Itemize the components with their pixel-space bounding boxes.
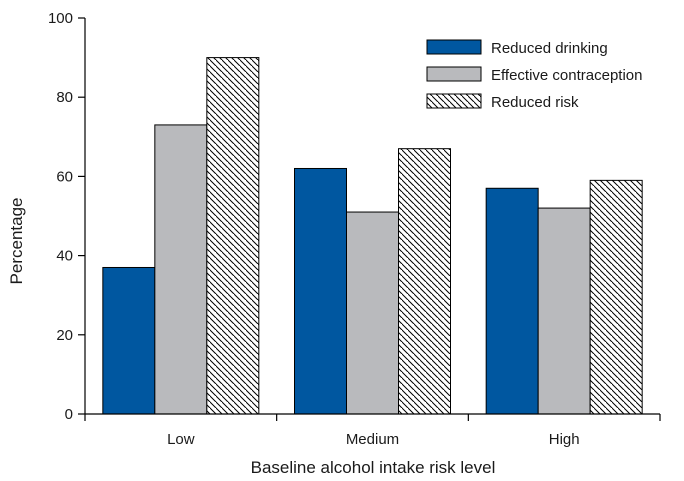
y-tick-label: 0 bbox=[65, 406, 73, 423]
legend-swatch bbox=[426, 39, 482, 55]
legend-label: Effective contraception bbox=[491, 67, 642, 84]
y-tick-label: 20 bbox=[56, 327, 73, 344]
bar-medium-reduced-drinking bbox=[294, 167, 347, 415]
bars-layer bbox=[102, 57, 643, 415]
bar-high-effective-contraception bbox=[537, 207, 591, 415]
y-tick-label: 80 bbox=[56, 89, 73, 106]
legend: Reduced drinking Effective contraception R… bbox=[426, 39, 642, 111]
bar-low-effective-contraception bbox=[154, 124, 208, 415]
legend-label: Reduced drinking bbox=[491, 40, 608, 57]
x-tick-label: Medium bbox=[346, 431, 399, 448]
x-tick-label: High bbox=[549, 431, 580, 448]
bar-low-reduced-risk bbox=[206, 57, 260, 415]
y-tick-label: 60 bbox=[56, 168, 73, 185]
bar-high-reduced-drinking bbox=[485, 187, 539, 415]
x-axis-title: Baseline alcohol intake risk level bbox=[251, 458, 496, 477]
legend-label: Reduced risk bbox=[491, 94, 579, 111]
bar-low-reduced-drinking bbox=[102, 266, 156, 415]
y-tick-label: 40 bbox=[56, 248, 73, 265]
legend-swatch bbox=[426, 93, 482, 109]
legend-swatch bbox=[426, 66, 482, 82]
bar-medium-reduced-risk bbox=[398, 148, 451, 415]
bar-high-reduced-risk bbox=[589, 179, 643, 415]
y-axis-title: Percentage bbox=[7, 198, 26, 285]
bar-medium-effective-contraception bbox=[346, 211, 399, 415]
y-tick-label: 100 bbox=[48, 10, 73, 27]
axes-layer: 0 20 40 60 80 100 Low Medium High bbox=[48, 10, 661, 448]
x-tick-label: Low bbox=[167, 431, 195, 448]
